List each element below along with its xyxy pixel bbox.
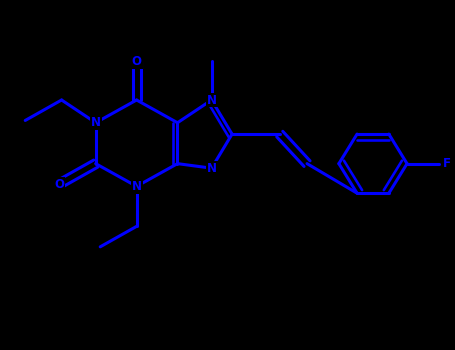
Text: N: N	[131, 180, 142, 193]
Text: N: N	[207, 162, 217, 175]
Text: N: N	[207, 93, 217, 106]
Text: O: O	[54, 177, 64, 191]
Text: O: O	[131, 55, 142, 68]
Text: N: N	[91, 116, 101, 129]
Text: F: F	[443, 157, 451, 170]
